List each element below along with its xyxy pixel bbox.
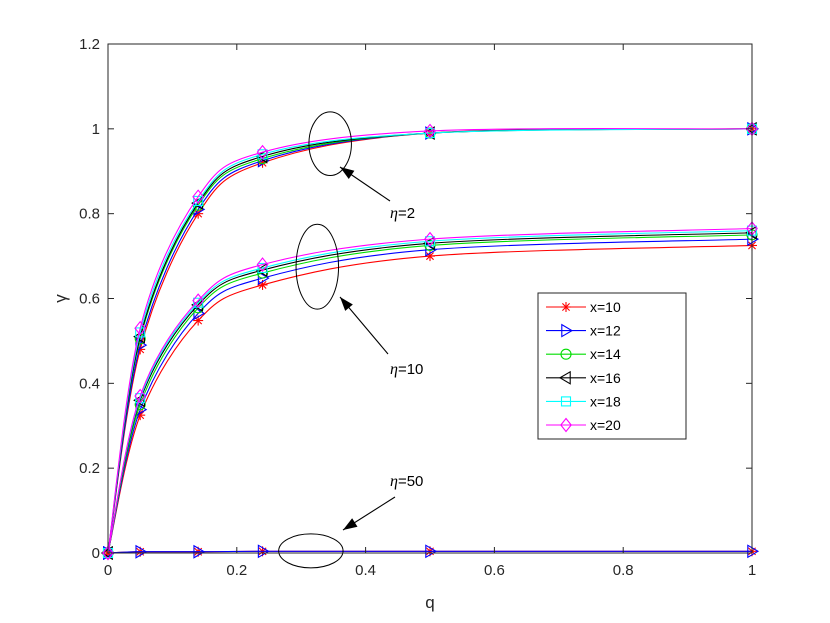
legend-label: x=10 — [590, 299, 621, 315]
series-line-eta10 — [107, 232, 753, 554]
series-group — [100, 121, 760, 561]
series-line-eta50 — [107, 550, 752, 554]
data-point-eta50-1 — [135, 544, 148, 559]
annotation-label: η=10 — [390, 361, 423, 378]
data-point-eta50-5 — [747, 544, 760, 559]
legend-label: x=16 — [590, 370, 621, 386]
annotation-greek: η — [390, 473, 398, 490]
series-line-eta10 — [107, 230, 753, 554]
y-tick-label: 0.6 — [79, 291, 100, 308]
data-point-eta10-3 — [256, 257, 269, 272]
data-point-eta10-0 — [102, 545, 114, 561]
annotation-ellipse — [308, 111, 352, 176]
annotation-value: =2 — [398, 205, 415, 222]
annotation-ellipse — [278, 533, 344, 569]
data-point-eta10-1 — [134, 388, 147, 404]
data-point-eta10-2 — [192, 293, 205, 309]
legend-item: x=18 — [546, 393, 621, 409]
annotation-eta-0: η=2 — [308, 111, 415, 222]
data-point-eta2-1 — [134, 320, 147, 336]
y-axis-label: γ — [51, 294, 70, 303]
y-tick-label: 0 — [92, 545, 100, 562]
annotation-group: η=2η=10η=50 — [278, 111, 423, 569]
data-point-eta50-4 — [425, 544, 438, 559]
annotation-greek: η — [390, 205, 398, 222]
legend-item: x=10 — [546, 299, 621, 315]
annotation-arrow-head — [340, 167, 355, 180]
data-point-eta10-3 — [257, 262, 268, 274]
annotation-label: η=50 — [390, 473, 423, 490]
x-tick-label: 0.2 — [226, 562, 247, 579]
x-tick-label: 0.8 — [613, 562, 634, 579]
legend-label: x=20 — [590, 417, 621, 433]
annotation-arrow-head — [343, 518, 358, 530]
legend-marker — [560, 417, 572, 433]
annotation-ellipse — [295, 223, 340, 310]
legend-item: x=12 — [546, 323, 621, 339]
x-tick-label: 0.4 — [355, 562, 376, 579]
x-tick-label: 1 — [748, 562, 756, 579]
legend-label: x=12 — [590, 323, 621, 339]
data-point-eta10-4 — [425, 242, 438, 257]
y-tick-label: 0.8 — [79, 206, 100, 223]
annotation-greek: η — [390, 361, 398, 378]
series-line-eta2 — [107, 128, 753, 554]
y-tick-label: 0.4 — [79, 375, 100, 392]
series-x-20 — [102, 121, 758, 561]
data-point-eta2-3 — [256, 144, 269, 160]
series-line-eta10 — [107, 234, 753, 554]
legend-label: x=18 — [590, 393, 621, 409]
legend-marker — [561, 302, 571, 312]
series-line-eta10 — [107, 238, 753, 554]
legend-item: x=20 — [546, 417, 621, 433]
legend: x=10 x=12 x=14 x=16 x=18 x=20 — [537, 292, 687, 440]
legend-item: x=14 — [546, 346, 621, 362]
y-tick-label: 1 — [92, 121, 100, 138]
legend-marker — [558, 370, 571, 385]
x-axis-label: q — [425, 593, 434, 612]
series-line-eta2 — [107, 128, 753, 554]
annotation-value: =50 — [398, 473, 423, 490]
legend-marker — [560, 396, 572, 407]
annotation-label: η=2 — [390, 205, 415, 222]
annotation-arrow-head — [340, 297, 353, 311]
annotation-eta-2: η=50 — [278, 473, 423, 569]
annotation-value: =10 — [398, 361, 423, 378]
legend-label: x=14 — [590, 346, 621, 362]
data-point-eta50-2 — [193, 544, 206, 559]
data-point-eta10-3 — [257, 271, 270, 286]
data-point-eta10-4 — [424, 231, 436, 247]
y-tick-label: 0.2 — [79, 460, 100, 477]
legend-box — [537, 292, 687, 440]
legend-marker — [560, 348, 572, 360]
data-point-eta10-4 — [425, 251, 435, 262]
legend-marker — [561, 323, 574, 338]
data-point-eta10-2 — [193, 306, 206, 321]
legend-item: x=16 — [546, 370, 621, 386]
data-point-eta2-2 — [192, 189, 205, 205]
y-tick-label: 1.2 — [79, 36, 100, 53]
data-point-eta2-4 — [424, 123, 436, 139]
data-point-eta50-3 — [257, 544, 270, 559]
annotation-eta-1: η=10 — [295, 223, 423, 378]
x-tick-label: 0 — [104, 562, 112, 579]
x-tick-label: 0.6 — [484, 562, 505, 579]
axes: 0 0.2 0.4 0.6 0.8 1 0 0.2 0.4 0.6 0.8 1 1.2 q γ — [51, 36, 756, 612]
series-line-eta10 — [107, 227, 753, 554]
data-point-eta10-5 — [747, 232, 760, 247]
